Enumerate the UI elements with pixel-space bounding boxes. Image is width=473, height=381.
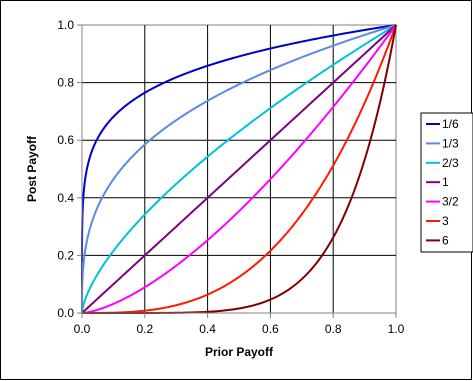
- x-tick-label-2: 0.4: [199, 322, 216, 336]
- series-line-4: [81, 24, 397, 314]
- x-tick-label-0: 0.0: [74, 322, 91, 336]
- y-axis-title: Post Payoff: [25, 135, 39, 202]
- y-tick-labels: 0.0 0.2 0.4 0.6 0.8 1.0: [57, 18, 74, 320]
- x-tick-label-4: 0.8: [325, 322, 342, 336]
- legend-label-0: 1/6: [442, 117, 459, 131]
- series-line-2: [81, 24, 397, 314]
- legend-label-6: 6: [442, 233, 449, 247]
- y-tick-label-1: 0.2: [57, 248, 74, 262]
- x-tick-label-3: 0.6: [262, 322, 279, 336]
- legend-label-3: 1: [442, 175, 449, 189]
- y-tick-label-0: 0.0: [57, 306, 74, 320]
- y-tick-label-5: 1.0: [57, 18, 74, 32]
- legend: 1/6 1/3 2/3 1 3/2 3 6: [420, 112, 473, 253]
- x-axis-title: Prior Payoff: [205, 345, 274, 359]
- x-tick-label-5: 1.0: [388, 322, 405, 336]
- series-line-3: [81, 24, 397, 314]
- x-tick-labels: 0.0 0.2 0.4 0.6 0.8 1.0: [74, 322, 405, 336]
- y-tick-label-2: 0.4: [57, 191, 74, 205]
- series-line-0: [81, 24, 397, 314]
- legend-label-1: 1/3: [442, 136, 459, 150]
- x-tick-label-1: 0.2: [136, 322, 153, 336]
- legend-label-5: 3: [442, 214, 449, 228]
- legend-label-2: 2/3: [442, 156, 459, 170]
- legend-label-4: 3/2: [442, 195, 459, 209]
- gridlines: [82, 25, 396, 313]
- axes: [77, 24, 397, 318]
- series-line-1: [81, 24, 397, 314]
- y-tick-label-3: 0.6: [57, 133, 74, 147]
- y-tick-label-4: 0.8: [57, 76, 74, 90]
